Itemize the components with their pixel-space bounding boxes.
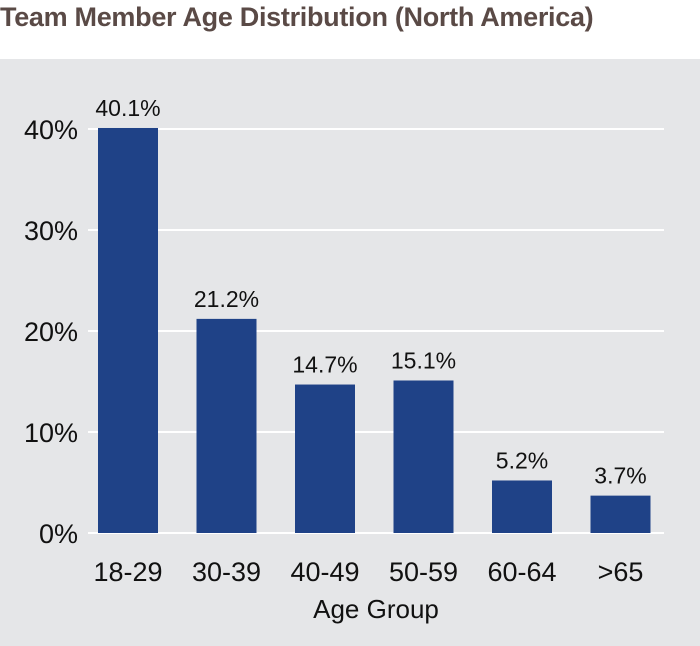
x-axis-ticks: 18-29 30-39 40-49 50-59 60-64 >65: [93, 557, 643, 587]
data-labels: 40.1% 21.2% 14.7% 15.1% 5.2% 3.7%: [95, 95, 646, 489]
y-tick-label: 20%: [24, 317, 78, 347]
data-label: 5.2%: [496, 447, 548, 473]
y-axis-ticks: 0% 10% 20% 30% 40%: [24, 115, 78, 549]
y-tick-label: 10%: [24, 418, 78, 448]
y-tick-label: 40%: [24, 115, 78, 145]
x-tick-label: 30-39: [192, 557, 261, 587]
bars: [98, 127, 651, 534]
gridlines: [88, 128, 664, 534]
data-label: 14.7%: [292, 352, 357, 378]
y-tick-label: 30%: [24, 216, 78, 246]
bar: [492, 480, 552, 533]
y-tick-label: 0%: [39, 519, 78, 549]
x-tick-label: 40-49: [290, 557, 359, 587]
bar: [98, 127, 158, 534]
bar: [295, 384, 355, 533]
data-label: 21.2%: [194, 286, 259, 312]
bar: [196, 318, 257, 533]
data-label: 3.7%: [594, 463, 646, 489]
x-tick-label: 60-64: [487, 557, 556, 587]
bar: [393, 380, 454, 533]
bar: [590, 495, 651, 533]
x-tick-label: 18-29: [93, 557, 162, 587]
x-tick-label: 50-59: [389, 557, 458, 587]
data-label: 40.1%: [95, 95, 160, 121]
x-tick-label: >65: [598, 557, 644, 587]
chart-title: Team Member Age Distribution (North Amer…: [0, 2, 594, 32]
x-axis-title: Age Group: [313, 594, 439, 624]
data-label: 15.1%: [391, 347, 456, 373]
